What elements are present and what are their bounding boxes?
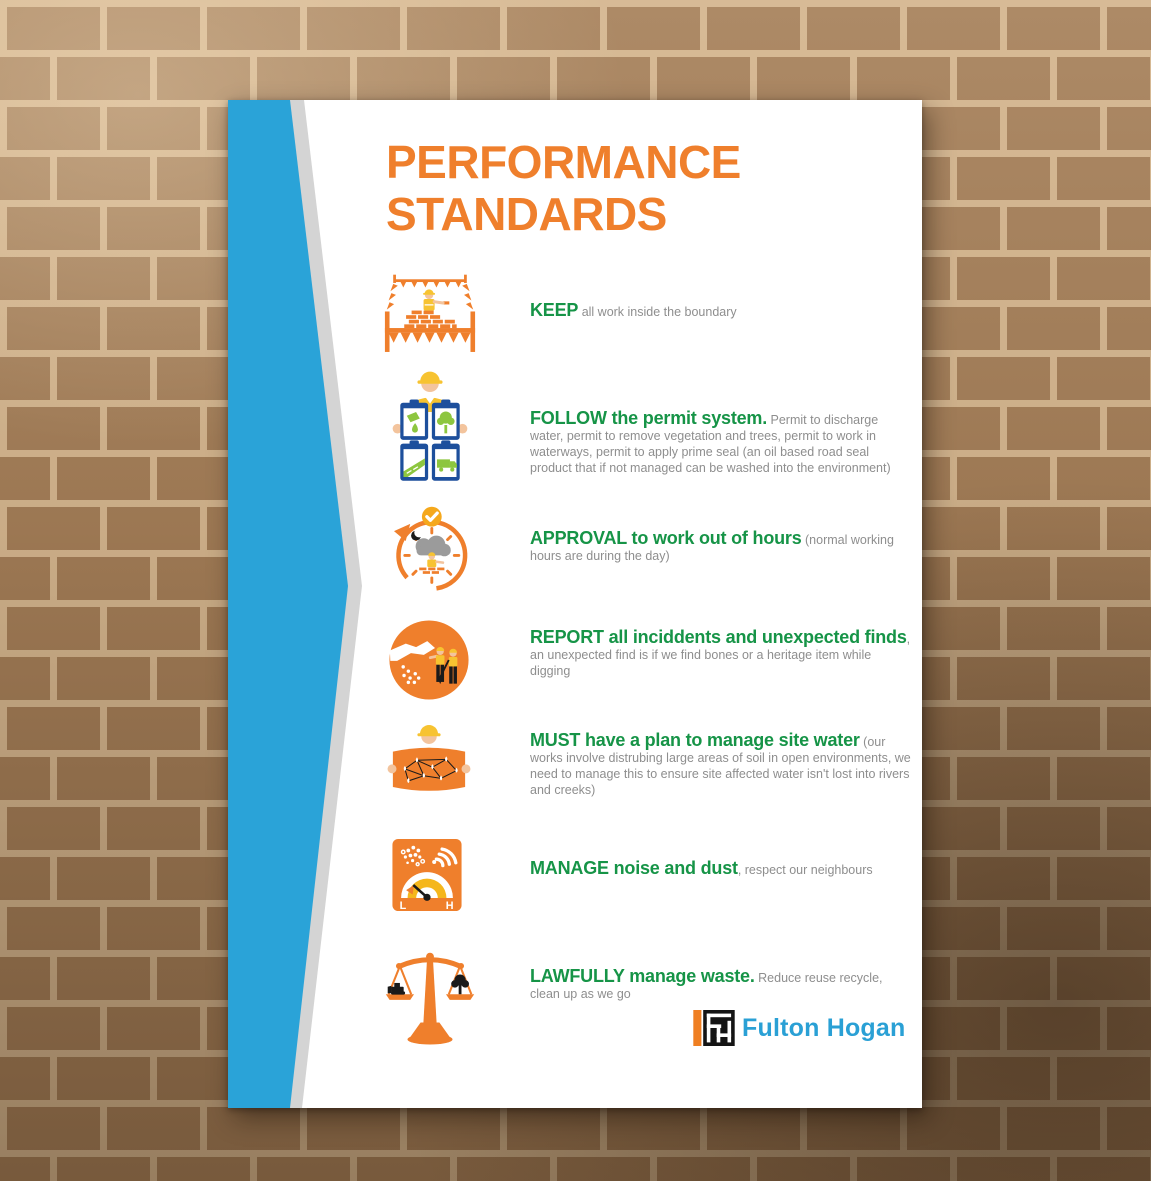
permit-clipboard-vegetation [431, 399, 460, 440]
standard-row-approval: APPROVAL to work out of hours (normal wo… [530, 528, 914, 564]
permit-clipboard-water [400, 399, 429, 440]
standard-heading: MUST have a plan to manage site water [530, 730, 860, 750]
fulton-hogan-logo-mark [693, 1010, 735, 1046]
fulton-hogan-logo: Fulton Hogan [693, 1010, 905, 1046]
fulton-hogan-logo-text: Fulton Hogan [742, 1013, 906, 1042]
performance-standards-poster: PERFORMANCE STANDARDS [228, 100, 922, 1108]
standard-description: (our works involve distrubing large area… [530, 735, 911, 797]
permits-icon [392, 371, 468, 481]
site-water-plan-icon [387, 725, 471, 791]
standard-heading: APPROVAL to work out of hours [530, 528, 802, 548]
standard-row-lawfully: LAWFULLY manage waste. Reduce reuse recy… [530, 966, 914, 1002]
standard-heading: FOLLOW the permit system. [530, 408, 768, 428]
noise-dust-icon: L H [392, 839, 462, 912]
permit-clipboard-road [400, 440, 429, 481]
waste-scales-icon [385, 952, 475, 1045]
standard-row-must: MUST have a plan to manage site water (o… [530, 730, 914, 798]
permit-clipboard-truck [431, 440, 460, 481]
standard-heading: REPORT all inciddents and unexpected fin… [530, 627, 907, 647]
worker-with-shovel [437, 648, 458, 685]
standard-heading: MANAGE noise and dust [530, 858, 738, 878]
gauge-label-low: L [400, 900, 407, 912]
standard-row-follow: FOLLOW the permit system. Permit to disc… [530, 408, 914, 476]
standard-row-report: REPORT all inciddents and unexpected fin… [530, 627, 914, 679]
standard-heading: LAWFULLY manage waste. [530, 966, 755, 986]
boundary-icon [384, 274, 476, 352]
blue-ribbon-graphic [228, 100, 362, 1108]
tree-silhouette [451, 974, 470, 995]
bulldozer-silhouette [387, 982, 406, 995]
standard-description: Reduce reuse recycle, clean up as we go [530, 971, 883, 1001]
standard-description: Permit to discharge water, permit to rem… [530, 413, 891, 475]
poster-title: PERFORMANCE STANDARDS [386, 136, 741, 241]
standard-row-manage: MANAGE noise and dust, respect our neigh… [530, 858, 914, 878]
standard-description: (normal working hours are during the day… [530, 533, 894, 563]
report-finds-icon [389, 620, 469, 700]
out-of-hours-clock-icon [394, 506, 468, 591]
standard-description: , respect our neighbours [737, 863, 873, 877]
standard-description: all work inside the boundary [578, 305, 737, 319]
standard-row-keep: KEEP all work inside the boundary [530, 300, 914, 320]
standard-heading: KEEP [530, 300, 579, 320]
standard-description: , an unexpected find is if we find bones… [530, 632, 911, 678]
gauge-label-high: H [446, 900, 454, 912]
